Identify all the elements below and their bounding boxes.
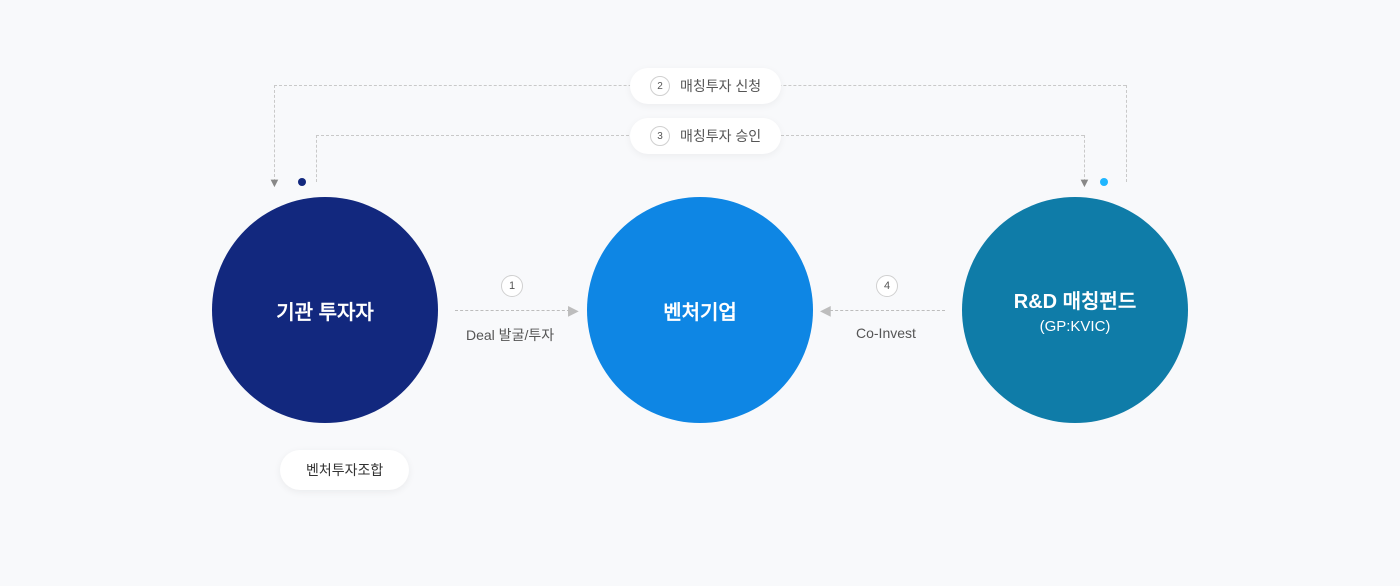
pill-step-2: 2 매칭투자 신청 <box>630 68 781 104</box>
matching-fund-diagram: ▼ ▼ 2 매칭투자 신청 3 매칭투자 승인 기관 투자자 벤처기업 R&D … <box>0 0 1400 586</box>
step-1-num: 1 <box>501 275 523 297</box>
circle-institutional-investor: 기관 투자자 <box>212 197 438 423</box>
chevron-down-outer-left: ▼ <box>268 176 281 189</box>
dot-right <box>1100 178 1108 186</box>
pill-venture-union-label: 벤처투자조합 <box>306 462 383 478</box>
arrow-step-1 <box>455 310 570 311</box>
step-4-label: 4 <box>876 275 898 297</box>
path-outer-right-drop <box>1126 85 1127 182</box>
pill-venture-union: 벤처투자조합 <box>280 450 409 490</box>
arrow-step-4-head: ◀ <box>820 303 831 317</box>
step-2-text: 매칭투자 신청 <box>680 76 761 96</box>
circle-center-title: 벤처기업 <box>663 296 737 325</box>
dot-left <box>298 178 306 186</box>
step-3-num: 3 <box>650 126 670 146</box>
circle-left-title: 기관 투자자 <box>276 296 374 325</box>
circle-right-subtitle: (GP:KVIC) <box>1040 318 1111 335</box>
circle-right-title: R&D 매칭펀드 <box>1014 285 1137 314</box>
arrow-step-1-head: ▶ <box>568 303 579 317</box>
step-1-label: 1 <box>501 275 523 297</box>
pill-step-3: 3 매칭투자 승인 <box>630 118 781 154</box>
chevron-down-inner-right: ▼ <box>1078 176 1091 189</box>
step-4-text: Co-Invest <box>856 325 916 341</box>
path-outer-left-drop <box>274 85 275 182</box>
circle-venture-company: 벤처기업 <box>587 197 813 423</box>
step-1-text: Deal 발굴/투자 <box>466 325 554 345</box>
step-3-text: 매칭투자 승인 <box>680 126 761 146</box>
step-4-num: 4 <box>876 275 898 297</box>
circle-rnd-matching-fund: R&D 매칭펀드 (GP:KVIC) <box>962 197 1188 423</box>
step-2-num: 2 <box>650 76 670 96</box>
arrow-step-4 <box>830 310 945 311</box>
path-inner-left-drop <box>316 135 317 182</box>
